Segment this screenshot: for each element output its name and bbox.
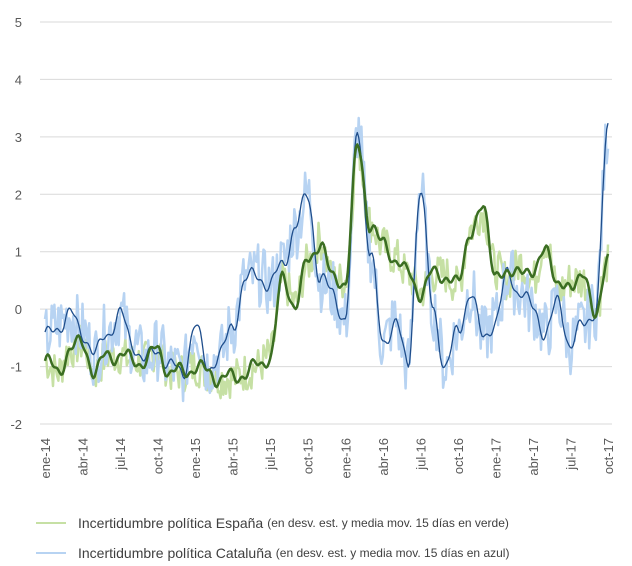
x-tick-label-3: oct-14 xyxy=(151,438,166,474)
y-tick-label-3: 1 xyxy=(15,245,22,260)
series-ma-cataluna xyxy=(44,122,609,380)
x-tick-label-8: ene-16 xyxy=(338,438,353,478)
y-tick-label-0: -2 xyxy=(10,417,22,432)
y-tick-label-5: 3 xyxy=(15,130,22,145)
legend-note-espana: (en desv. est. y media mov. 15 días en v… xyxy=(267,516,509,530)
x-tick-label-12: ene-17 xyxy=(488,438,503,478)
y-tick-label-7: 5 xyxy=(15,15,22,30)
legend-swatch-cataluna xyxy=(36,552,66,554)
series-ma-espana xyxy=(43,143,610,389)
y-axis-ticks: -2 -1 0 1 2 3 4 5 xyxy=(10,15,22,432)
legend-note-cataluna: (en desv. est. y media mov. 15 días en a… xyxy=(275,546,510,560)
x-tick-label-1: abr-14 xyxy=(76,438,91,476)
legend-label-espana: Incertidumbre política España xyxy=(78,515,264,531)
y-tick-label-4: 2 xyxy=(15,187,22,202)
x-axis-ticks: ene-14 abr-14 jul-14 oct-14 ene-15 abr-15 jul-… xyxy=(38,438,616,478)
x-tick-label-4: ene-15 xyxy=(188,438,203,478)
y-tick-label-2: 0 xyxy=(15,302,22,317)
x-tick-label-2: jul-14 xyxy=(113,438,128,471)
legend-label-cataluna: Incertidumbre política Cataluña xyxy=(78,545,272,561)
series-lines xyxy=(43,116,610,403)
x-tick-label-7: oct-15 xyxy=(301,438,316,474)
x-tick-label-0: ene-14 xyxy=(38,438,53,478)
x-tick-label-11: oct-16 xyxy=(451,438,466,474)
x-tick-label-13: abr-17 xyxy=(526,438,541,476)
x-tick-label-15: oct-17 xyxy=(601,438,616,474)
x-tick-label-14: jul-17 xyxy=(563,438,578,471)
x-tick-label-9: abr-16 xyxy=(376,438,391,476)
legend-swatch-espana xyxy=(36,522,66,524)
legend-item-espana: Incertidumbre política España (en desv. … xyxy=(36,515,509,531)
legend-item-cataluna: Incertidumbre política Cataluña (en desv… xyxy=(36,545,509,561)
y-tick-label-6: 4 xyxy=(15,72,22,87)
x-tick-label-6: jul-15 xyxy=(263,438,278,471)
x-tick-label-5: abr-15 xyxy=(226,438,241,476)
y-tick-label-1: -1 xyxy=(10,360,22,375)
series-raw-cataluna xyxy=(43,116,610,403)
x-tick-label-10: jul-16 xyxy=(413,438,428,471)
